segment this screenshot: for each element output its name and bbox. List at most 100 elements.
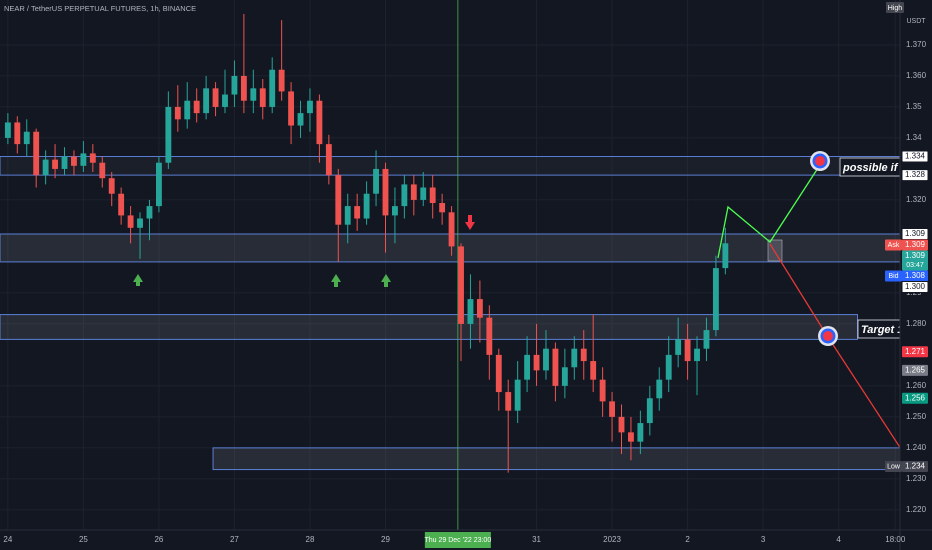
note: Target 1 [861, 324, 903, 336]
y-tick-label: 1.230 [906, 474, 927, 483]
price-tag-sub: 03:47 [906, 262, 924, 269]
candle-body [580, 348, 587, 362]
x-tick-label: 25 [79, 535, 88, 544]
candle-body [363, 193, 370, 219]
candle-body [543, 348, 549, 371]
up-arrow [133, 274, 143, 286]
currency: USDT [906, 18, 926, 25]
up-arrow [331, 274, 341, 287]
price-tag-caption-box [885, 239, 902, 251]
candle-body [439, 203, 446, 213]
candle-body [231, 75, 238, 95]
candle-body [703, 330, 710, 349]
price-tag-label: 1.334 [905, 152, 926, 161]
price-tag-label: 1.265 [905, 365, 926, 374]
price-tag [902, 239, 928, 251]
price-tag [901, 169, 929, 182]
candle-body [486, 317, 493, 355]
price-tag [901, 150, 929, 163]
candle-body [646, 398, 653, 424]
candle-body [4, 122, 11, 138]
candle-body [118, 193, 125, 216]
x-tick-label: 29 [381, 535, 390, 544]
price-tag-label: 1.309 [905, 251, 926, 260]
high-tag [886, 2, 904, 13]
down-arrow [465, 215, 475, 230]
drawings: possible if we Target 1 [133, 151, 903, 449]
candle-body [401, 184, 408, 207]
candle-body [410, 184, 417, 200]
candle-body [495, 354, 502, 393]
zone [212, 447, 900, 471]
candle-body [628, 432, 634, 442]
candle-body [382, 168, 389, 216]
price-tag-label: 1.309 [905, 229, 926, 238]
x-tick-label: 3 [761, 535, 766, 544]
target-icon [810, 151, 830, 171]
price-tag-caption: Bid [888, 273, 898, 280]
y-tick-label: 1.240 [906, 443, 927, 452]
note-box [857, 319, 900, 339]
price-tag [902, 460, 928, 472]
candle-body [476, 299, 483, 318]
candle-body [240, 75, 247, 101]
path-up [717, 167, 819, 259]
price-tag [901, 281, 929, 294]
y-tick-label: 1.320 [906, 195, 927, 204]
crosshair-tag [424, 532, 491, 548]
price-tag-label: 1.308 [905, 271, 926, 280]
x-tick-label: 18:00 [885, 535, 906, 544]
candle-body [609, 401, 615, 417]
price-tag-label: 1.234 [905, 462, 926, 471]
candle-body [212, 88, 219, 107]
candle-body [656, 379, 663, 399]
price-tag-caption-box [885, 270, 902, 282]
candle-body [637, 423, 644, 442]
price-tag [902, 270, 928, 282]
candle-body [278, 69, 285, 92]
candle-body [665, 354, 672, 380]
candle-body [174, 106, 181, 120]
price-tag-caption: Low [887, 463, 901, 470]
candle-body [23, 131, 30, 145]
y-tick-label: 1.360 [906, 71, 927, 80]
candle-body [184, 100, 191, 120]
candle-body [14, 122, 21, 145]
x-tick-label: 28 [306, 535, 315, 544]
candle-body [193, 100, 200, 114]
candle-body [203, 88, 210, 114]
candle-body [307, 100, 313, 114]
candle-body [99, 162, 106, 179]
candle-body [108, 178, 115, 194]
x-tick-label: 2 [685, 535, 690, 544]
note-box [839, 157, 900, 177]
candle-body [52, 159, 58, 169]
chart-title: NEAR / TetherUS PERPETUAL FUTURES, 1h, B… [4, 4, 196, 13]
candle-body [127, 215, 134, 228]
candle-body [259, 88, 266, 107]
candle-body [344, 206, 351, 225]
candle-body [561, 367, 568, 386]
candle-body [533, 354, 540, 371]
y-tick-label: 1.370 [906, 40, 927, 49]
candle-body [552, 348, 559, 386]
price-tag-label: 1.256 [905, 393, 926, 402]
price-tag-label: 1.328 [905, 170, 926, 179]
x-tick-label: 2023 [603, 535, 621, 544]
candle-body [722, 243, 729, 269]
y-tick-label: 1.250 [906, 412, 927, 421]
price-tag [902, 392, 928, 404]
candle-body [373, 168, 379, 194]
candle-body [71, 156, 77, 166]
target-icon [818, 326, 838, 346]
candle-body [392, 206, 398, 216]
candle-body [316, 100, 323, 145]
box [767, 239, 783, 262]
x-tick-label: 24 [3, 535, 12, 544]
candle-body [524, 354, 531, 380]
candle-body [137, 218, 143, 228]
y-tick-label: 1.34 [906, 133, 922, 142]
price-tag-label: 1.300 [905, 282, 926, 291]
